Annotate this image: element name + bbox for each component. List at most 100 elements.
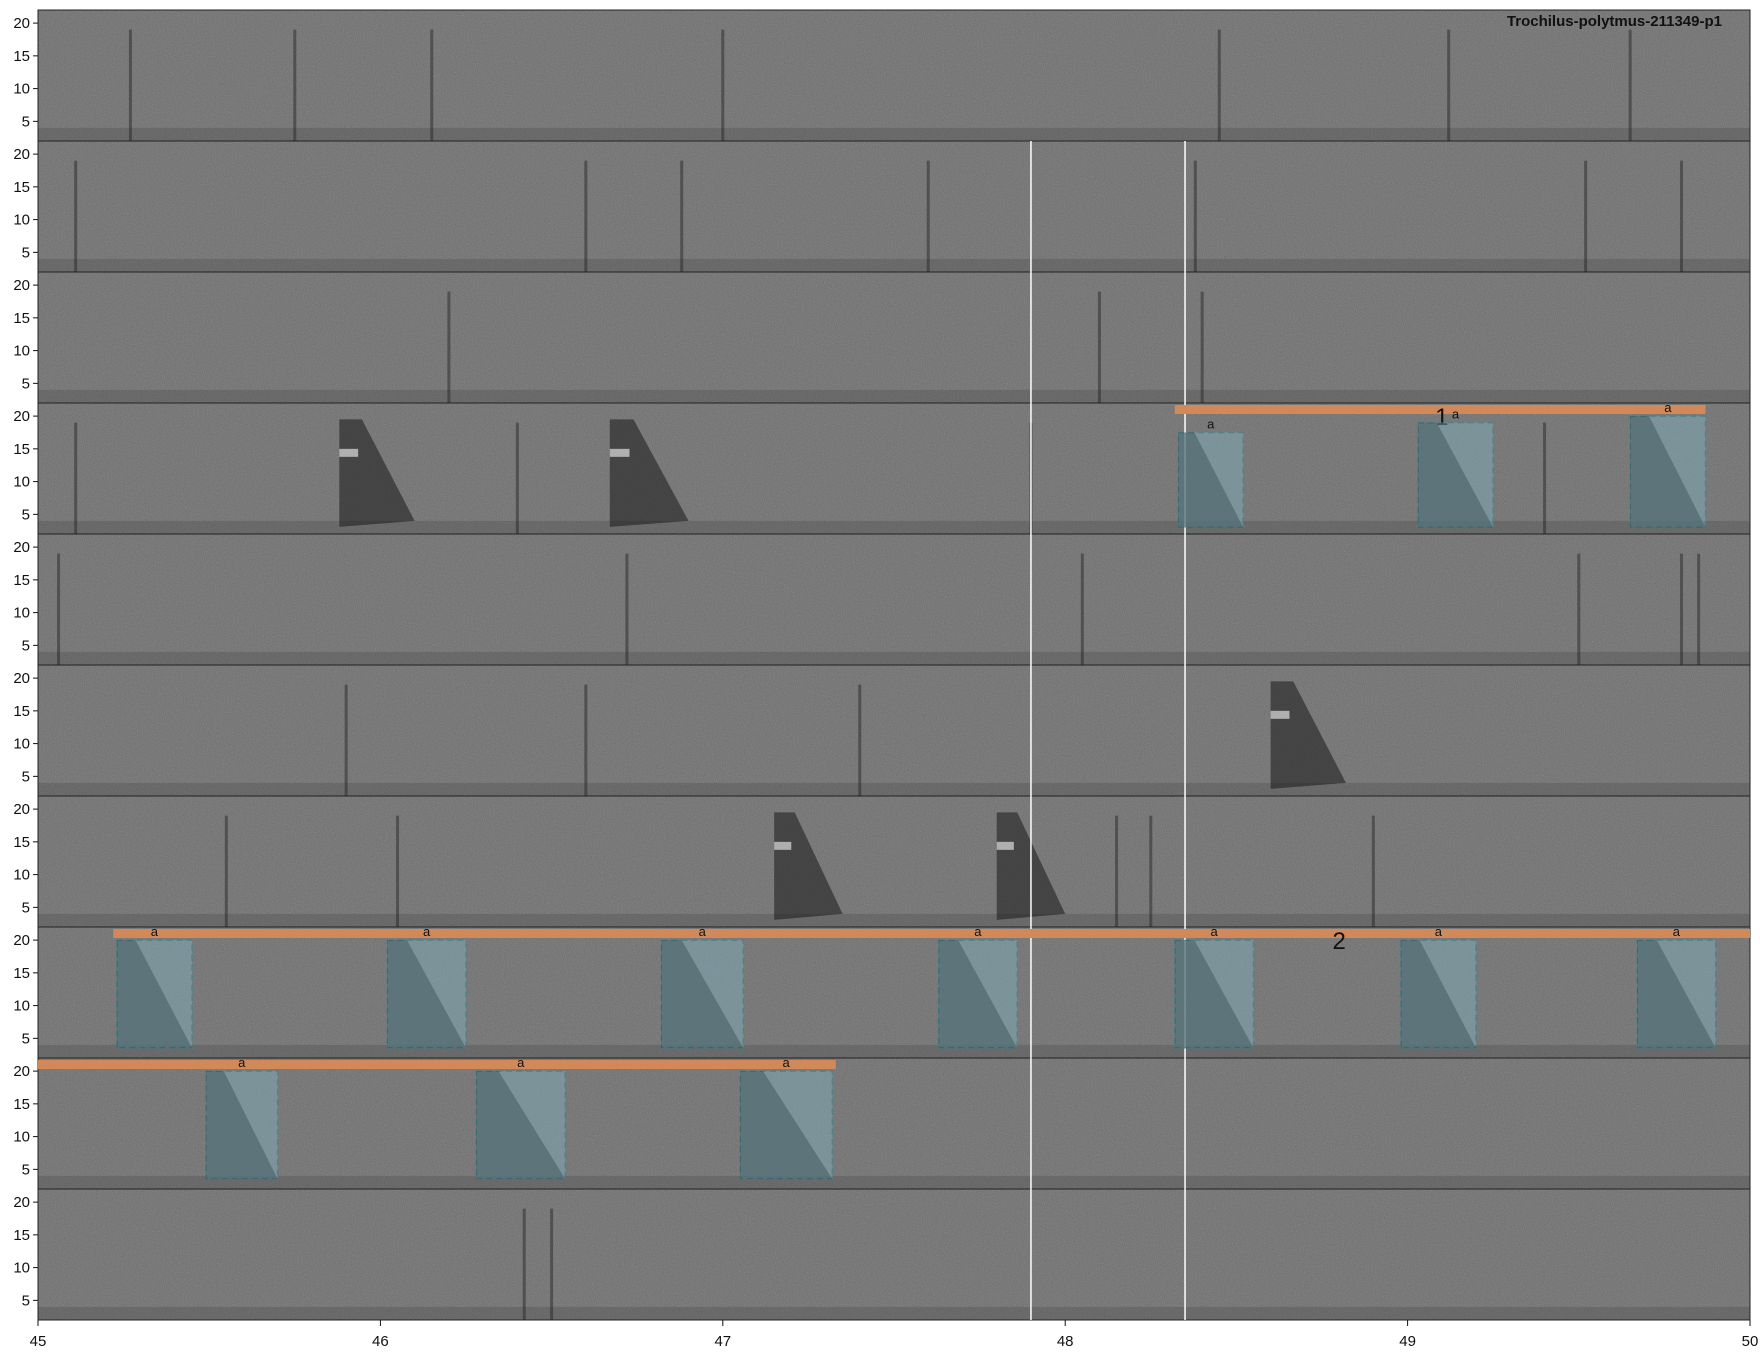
syllable-shape bbox=[1174, 940, 1254, 1049]
click-transient bbox=[680, 160, 684, 272]
row-low-band bbox=[38, 389, 1750, 403]
x-tick-label: 47 bbox=[714, 1333, 731, 1350]
syllable-shape bbox=[1178, 432, 1244, 528]
y-tick-label: 5 bbox=[22, 113, 30, 130]
syllable-label: a bbox=[423, 924, 431, 939]
spectrogram-row: 5 10 15 20 bbox=[13, 9, 1750, 141]
x-axis: 45 46 47 48 49 50 bbox=[30, 1320, 1759, 1350]
x-tick-label: 50 bbox=[1742, 1333, 1759, 1350]
y-tick-label: 10 bbox=[13, 736, 30, 753]
x-tick-label: 49 bbox=[1399, 1333, 1416, 1350]
syllable-box bbox=[116, 939, 193, 1049]
syllable-label: a bbox=[1664, 400, 1672, 415]
row-low-band bbox=[38, 258, 1750, 272]
y-tick-label: 20 bbox=[13, 146, 30, 163]
row-low-band bbox=[38, 520, 1750, 534]
click-transient bbox=[430, 29, 434, 141]
click-transient bbox=[74, 422, 78, 534]
click-transient bbox=[550, 1208, 554, 1320]
spectrogram-row: 5 10 15 20 bbox=[13, 140, 1750, 272]
click-transient bbox=[1680, 553, 1684, 665]
y-tick-label: 15 bbox=[13, 179, 30, 196]
x-tick-label: 48 bbox=[1057, 1333, 1074, 1350]
syllable-box bbox=[1636, 939, 1717, 1049]
syllable-box bbox=[1629, 415, 1707, 529]
phrase-label: 1 bbox=[1435, 404, 1448, 431]
syllable-box bbox=[937, 939, 1019, 1049]
row-noise bbox=[38, 141, 1750, 272]
syllable-label: a bbox=[151, 924, 159, 939]
call-shape bbox=[1270, 681, 1346, 789]
syllable-label: a bbox=[517, 1055, 525, 1070]
call-highlight bbox=[1270, 710, 1290, 719]
phrase-label: 2 bbox=[1332, 928, 1345, 955]
syllable-label: a bbox=[699, 924, 707, 939]
y-tick-label: 5 bbox=[22, 506, 30, 523]
row-noise bbox=[38, 1058, 1750, 1189]
row-noise bbox=[38, 272, 1750, 403]
click-transient bbox=[625, 553, 629, 665]
syllable-shape bbox=[1417, 422, 1494, 528]
call-highlight bbox=[996, 841, 1014, 850]
y-tick-label: 5 bbox=[22, 899, 30, 916]
click-transient bbox=[1097, 291, 1101, 403]
phrase-bar bbox=[1174, 405, 1706, 414]
row-noise bbox=[38, 10, 1750, 141]
spectrogram-row: 5 10 15 20 bbox=[13, 533, 1750, 665]
click-transient bbox=[1200, 291, 1204, 403]
y-tick-label: 10 bbox=[13, 1129, 30, 1146]
annotation-overlays: 1 2 a a a a a a a a a a a a a bbox=[38, 400, 1750, 1180]
y-tick-label: 15 bbox=[13, 310, 30, 327]
call-shape bbox=[774, 812, 843, 920]
syllable-shape bbox=[661, 940, 744, 1049]
syllable-label: a bbox=[1452, 407, 1460, 422]
click-transient bbox=[293, 29, 297, 141]
y-tick-label: 5 bbox=[22, 1292, 30, 1309]
spectrogram-row: 5 10 15 20 bbox=[13, 271, 1750, 403]
y-tick-label: 20 bbox=[13, 670, 30, 687]
syllable-box bbox=[205, 1070, 279, 1180]
row-noise bbox=[38, 927, 1750, 1058]
syllable-label: a bbox=[974, 924, 982, 939]
click-transient bbox=[344, 684, 348, 796]
spectrogram-rows: 5101520510152051015205101520510152051015… bbox=[13, 9, 1751, 1321]
click-transient bbox=[1217, 29, 1221, 141]
y-tick-label: 10 bbox=[13, 998, 30, 1015]
syllable-box bbox=[386, 939, 467, 1049]
row-low-band bbox=[38, 1175, 1750, 1189]
y-tick-label: 10 bbox=[13, 81, 30, 98]
click-transient bbox=[447, 291, 451, 403]
syllable-label: a bbox=[1207, 416, 1215, 431]
row-low-band bbox=[38, 782, 1750, 796]
click-transient bbox=[584, 160, 588, 272]
y-tick-label: 10 bbox=[13, 212, 30, 229]
syllable-shape bbox=[1630, 416, 1706, 528]
figure-title: Trochilus-polytmus-211349-p1 bbox=[1507, 13, 1722, 30]
syllable-box bbox=[660, 939, 745, 1049]
plot-frame bbox=[37, 9, 1751, 1321]
click-transient bbox=[1577, 553, 1581, 665]
row-noise bbox=[38, 1189, 1750, 1320]
click-transient bbox=[1543, 422, 1547, 534]
click-transient bbox=[515, 422, 519, 534]
y-tick-label: 10 bbox=[13, 1260, 30, 1277]
row-low-band bbox=[38, 127, 1750, 141]
y-tick-label: 15 bbox=[13, 965, 30, 982]
click-transient bbox=[1447, 29, 1451, 141]
row-low-band bbox=[38, 651, 1750, 665]
y-tick-label: 20 bbox=[13, 1194, 30, 1211]
call-highlight bbox=[774, 841, 792, 850]
spectrogram-row: 5 10 15 20 bbox=[13, 795, 1750, 927]
row-low-band bbox=[38, 1044, 1750, 1058]
click-transient bbox=[224, 815, 228, 927]
syllable-box bbox=[739, 1070, 834, 1180]
syllable-label: a bbox=[1211, 924, 1219, 939]
row-noise bbox=[38, 665, 1750, 796]
y-tick-label: 15 bbox=[13, 703, 30, 720]
click-transient bbox=[858, 684, 862, 796]
y-tick-label: 15 bbox=[13, 1227, 30, 1244]
syllable-shape bbox=[938, 940, 1018, 1049]
phrase-bar bbox=[38, 1060, 836, 1069]
y-tick-label: 10 bbox=[13, 474, 30, 491]
y-tick-label: 20 bbox=[13, 15, 30, 32]
